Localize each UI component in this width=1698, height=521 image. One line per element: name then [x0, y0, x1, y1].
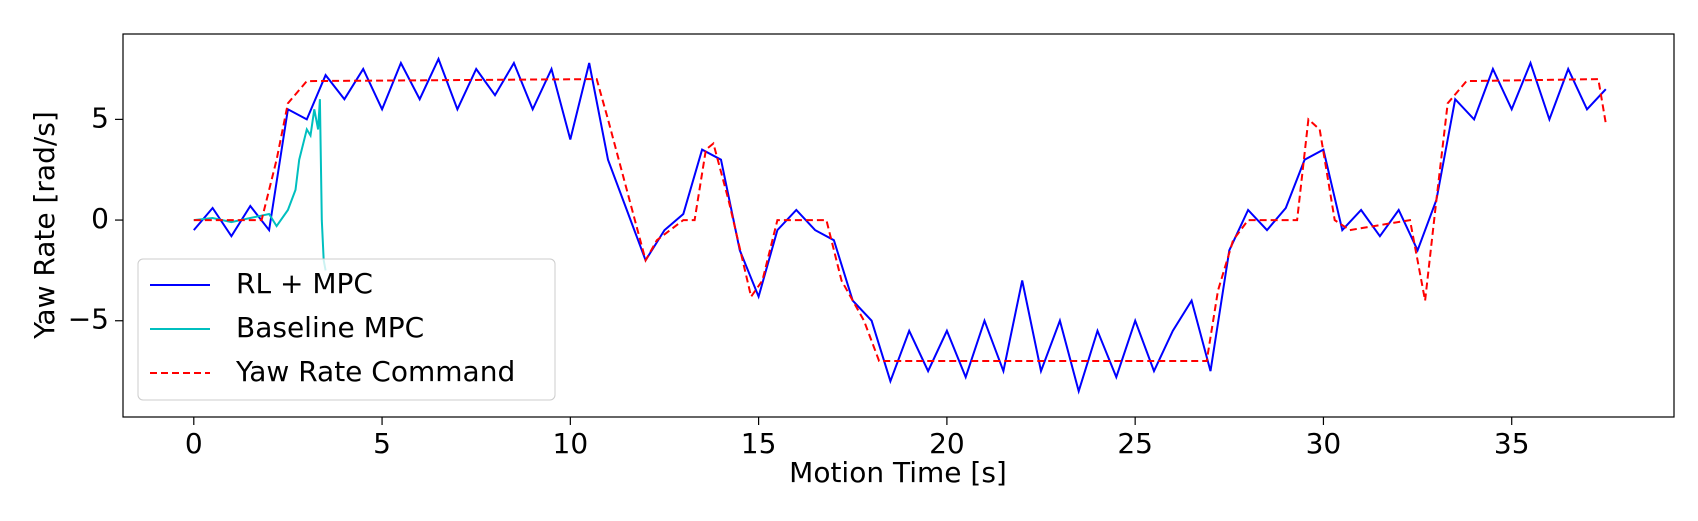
x-axis-label: Motion Time [s] [789, 456, 1007, 489]
series-line [193, 56, 1607, 395]
x-tick-label: 25 [1117, 427, 1153, 460]
series-line [193, 78, 1607, 362]
y-axis-label: Yaw Rate [rad/s] [28, 111, 61, 340]
x-tick-label: 30 [1306, 427, 1342, 460]
series-line [193, 99, 327, 271]
x-tick-label: 20 [929, 427, 965, 460]
y-tick-label: 0 [91, 202, 109, 235]
legend-label: RL + MPC [236, 267, 373, 300]
x-tick-label: 5 [373, 427, 391, 460]
y-tick-label: −5 [68, 303, 109, 336]
legend-box [137, 258, 556, 401]
y-tick-label: 5 [91, 101, 109, 134]
legend-label: Baseline MPC [236, 311, 424, 344]
x-tick-label: 15 [741, 427, 777, 460]
x-tick-label: 35 [1494, 427, 1530, 460]
plot-frame [122, 33, 1675, 418]
legend-label: Yaw Rate Command [235, 355, 515, 388]
x-tick-label: 0 [185, 427, 203, 460]
x-tick-label: 10 [553, 427, 589, 460]
